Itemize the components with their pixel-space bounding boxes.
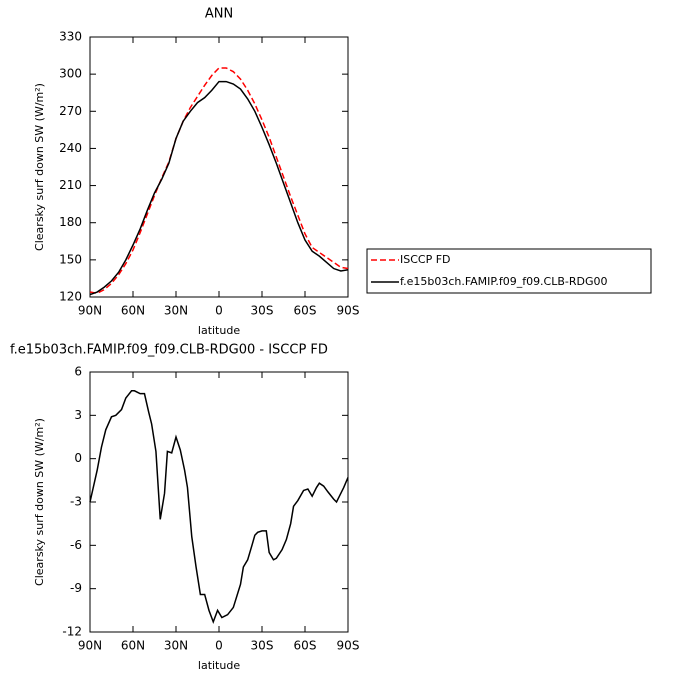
x-tick-label: 30S — [251, 639, 274, 653]
y-tick-label: 6 — [74, 365, 82, 379]
x-axis-label: latitude — [198, 324, 240, 337]
y-tick-label: -6 — [70, 538, 82, 552]
y-tick-label: 270 — [59, 104, 82, 118]
y-tick-label: 120 — [59, 290, 82, 304]
legend-label: f.e15b03ch.FAMIP.f09_f09.CLB-RDG00 — [400, 275, 608, 288]
x-tick-label: 90N — [78, 639, 102, 653]
x-tick-label: 30N — [164, 304, 188, 318]
y-tick-label: 0 — [74, 451, 82, 465]
data-line — [89, 67, 349, 295]
x-tick-label: 90S — [337, 304, 360, 318]
x-tick-label: 60N — [121, 639, 145, 653]
x-tick-label: 30S — [251, 304, 274, 318]
x-tick-label: 60S — [294, 304, 317, 318]
y-tick-label: 150 — [59, 252, 82, 266]
x-tick-label: 90N — [78, 304, 102, 318]
x-tick-label: 60N — [121, 304, 145, 318]
data-line — [89, 80, 349, 296]
y-tick-label: -3 — [70, 495, 82, 509]
x-tick-label: 0 — [215, 639, 223, 653]
plot-frame — [89, 371, 349, 633]
y-tick-label: 330 — [59, 30, 82, 44]
x-tick-label: 60S — [294, 639, 317, 653]
legend-box — [366, 248, 652, 294]
legend-label: ISCCP FD — [400, 253, 451, 266]
legend: ISCCP FD f.e15b03ch.FAMIP.f09_f09.CLB-RDG… — [366, 248, 652, 294]
y-tick-label: 3 — [74, 408, 82, 422]
x-tick-label: 90S — [337, 639, 360, 653]
chart-title: f.e15b03ch.FAMIP.f09_f09.CLB-RDG00 - ISC… — [10, 343, 328, 358]
y-tick-label: -12 — [62, 625, 82, 639]
y-axis-label: Clearsky surf down SW (W/m²) — [33, 83, 46, 251]
x-tick-label: 0 — [215, 304, 223, 318]
y-tick-label: 180 — [59, 215, 82, 229]
y-tick-label: -9 — [70, 581, 82, 595]
y-axis-label: Clearsky surf down SW (W/m²) — [33, 418, 46, 586]
y-tick-label: 210 — [59, 178, 82, 192]
x-tick-label: 30N — [164, 639, 188, 653]
x-axis-label: latitude — [198, 659, 240, 672]
y-tick-label: 300 — [59, 67, 82, 81]
y-tick-label: 240 — [59, 141, 82, 155]
chart-title: ANN — [205, 7, 233, 22]
data-line — [89, 390, 349, 625]
